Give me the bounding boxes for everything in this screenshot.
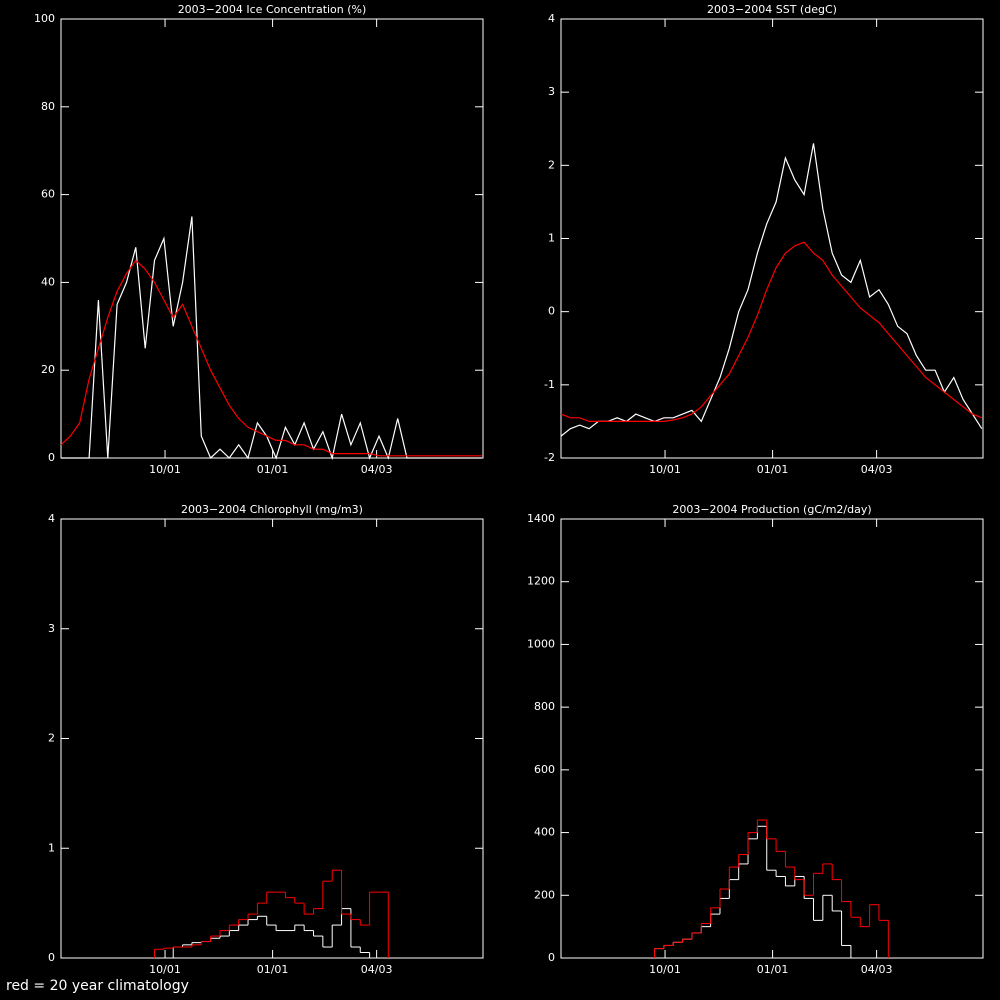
y-tick-label: 800 [534, 700, 555, 713]
chart-title: 2003−2004 Ice Concentration (%) [178, 3, 367, 16]
y-tick-label: 600 [534, 763, 555, 776]
x-tick-label: 04/03 [861, 963, 893, 976]
y-tick-label: 20 [41, 363, 55, 376]
y-tick-label: 80 [41, 100, 55, 113]
y-tick-label: 0 [48, 951, 55, 964]
y-tick-label: -2 [544, 451, 555, 464]
x-tick-label: 10/01 [649, 463, 681, 476]
x-tick-label: 04/03 [361, 463, 393, 476]
y-tick-label: 200 [534, 888, 555, 901]
y-tick-label: 2 [48, 732, 55, 745]
x-tick-label: 10/01 [649, 963, 681, 976]
chart-title: 2003−2004 SST (degC) [707, 3, 837, 16]
y-tick-label: 1000 [527, 637, 555, 650]
y-tick-label: 400 [534, 826, 555, 839]
x-tick-label: 10/01 [149, 963, 181, 976]
series-line [61, 216, 482, 461]
x-tick-label: 04/03 [861, 463, 893, 476]
y-tick-label: 60 [41, 188, 55, 201]
series-line [560, 241, 983, 422]
y-tick-label: 0 [548, 951, 555, 964]
x-tick-label: 04/03 [361, 963, 393, 976]
y-tick-label: 40 [41, 275, 55, 288]
series-line [560, 143, 983, 437]
plot-frame [60, 18, 484, 459]
y-tick-label: 100 [34, 12, 55, 25]
y-tick-label: 1 [48, 841, 55, 854]
y-tick-label: 3 [548, 85, 555, 98]
y-tick-label: 2 [548, 158, 555, 171]
y-tick-label: 0 [548, 305, 555, 318]
y-tick-label: 1200 [527, 575, 555, 588]
y-tick-label: 4 [548, 12, 555, 25]
y-tick-label: 1 [548, 232, 555, 245]
chart-title: 2003−2004 Production (gC/m2/day) [672, 503, 871, 516]
series-line [60, 259, 482, 457]
y-tick-label: 3 [48, 622, 55, 635]
x-tick-label: 01/01 [757, 963, 789, 976]
x-tick-label: 01/01 [757, 463, 789, 476]
footnote: red = 20 year climatology [6, 978, 189, 994]
x-tick-label: 10/01 [149, 463, 181, 476]
y-tick-label: 4 [48, 512, 55, 525]
y-tick-label: 0 [48, 451, 55, 464]
y-tick-label: -1 [544, 378, 555, 391]
plot-frame [560, 518, 984, 959]
x-tick-label: 01/01 [257, 463, 289, 476]
chart-title: 2003−2004 Chlorophyll (mg/m3) [181, 503, 363, 516]
plot-frame [560, 18, 984, 459]
y-tick-label: 1400 [527, 512, 555, 525]
x-tick-label: 01/01 [257, 963, 289, 976]
